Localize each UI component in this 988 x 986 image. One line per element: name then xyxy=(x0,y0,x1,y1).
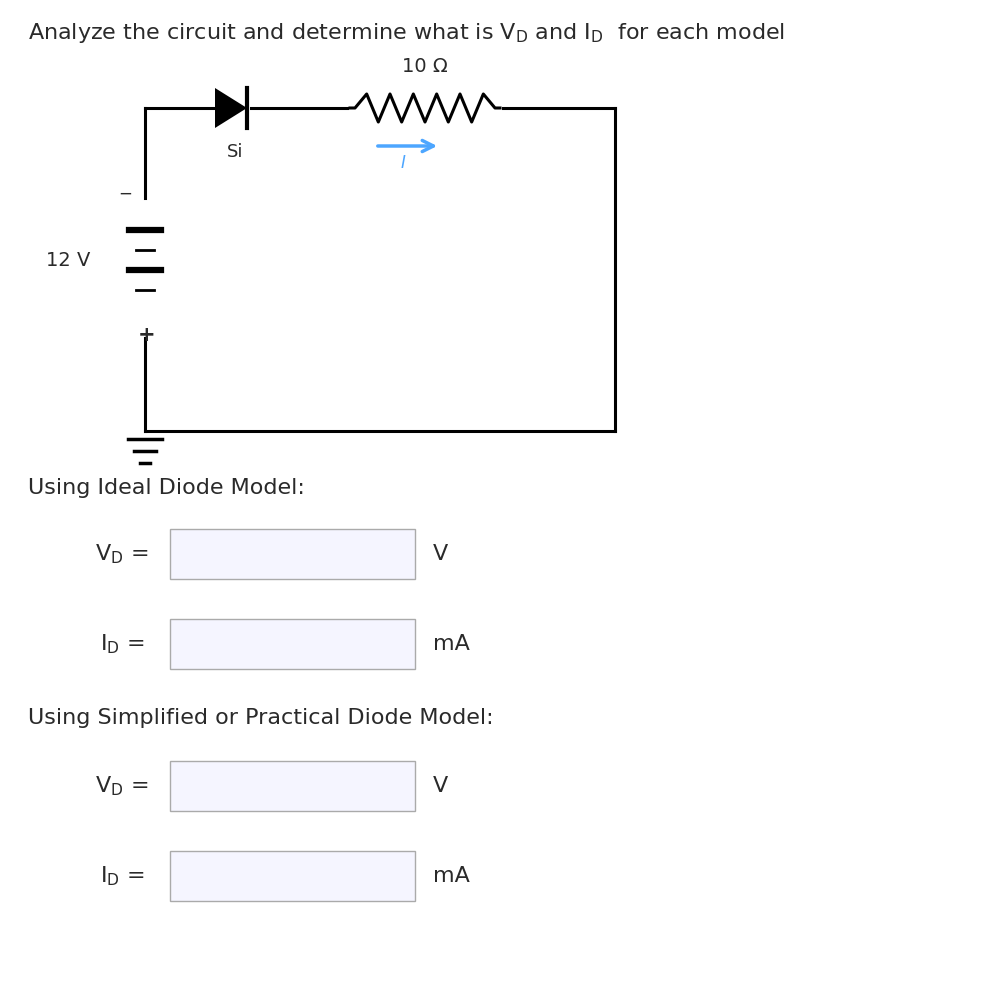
Text: Analyze the circuit and determine what is $\mathrm{V_D}$ and $\mathrm{I_D}$  for: Analyze the circuit and determine what i… xyxy=(28,21,785,45)
Text: Si: Si xyxy=(227,143,243,161)
Text: +: + xyxy=(138,325,156,345)
Text: 12 V: 12 V xyxy=(45,250,90,269)
Text: $\mathrm{I_D}$ =: $\mathrm{I_D}$ = xyxy=(100,864,144,887)
Text: $\mathrm{V_D}$ =: $\mathrm{V_D}$ = xyxy=(95,774,148,798)
Text: mA: mA xyxy=(433,634,470,654)
Text: $\mathrm{V_D}$ =: $\mathrm{V_D}$ = xyxy=(95,542,148,566)
Text: Using Simplified or Practical Diode Model:: Using Simplified or Practical Diode Mode… xyxy=(28,708,494,728)
Bar xyxy=(170,619,415,669)
Text: 10 Ω: 10 Ω xyxy=(402,57,448,76)
Bar xyxy=(170,851,415,901)
Text: I: I xyxy=(400,154,405,172)
Bar xyxy=(170,761,415,811)
Text: −: − xyxy=(118,185,132,203)
Bar xyxy=(170,529,415,579)
Text: Using Ideal Diode Model:: Using Ideal Diode Model: xyxy=(28,478,305,498)
Text: mA: mA xyxy=(433,866,470,886)
Polygon shape xyxy=(215,88,247,128)
Text: V: V xyxy=(433,544,449,564)
Text: $\mathrm{I_D}$ =: $\mathrm{I_D}$ = xyxy=(100,632,144,656)
Text: V: V xyxy=(433,776,449,796)
